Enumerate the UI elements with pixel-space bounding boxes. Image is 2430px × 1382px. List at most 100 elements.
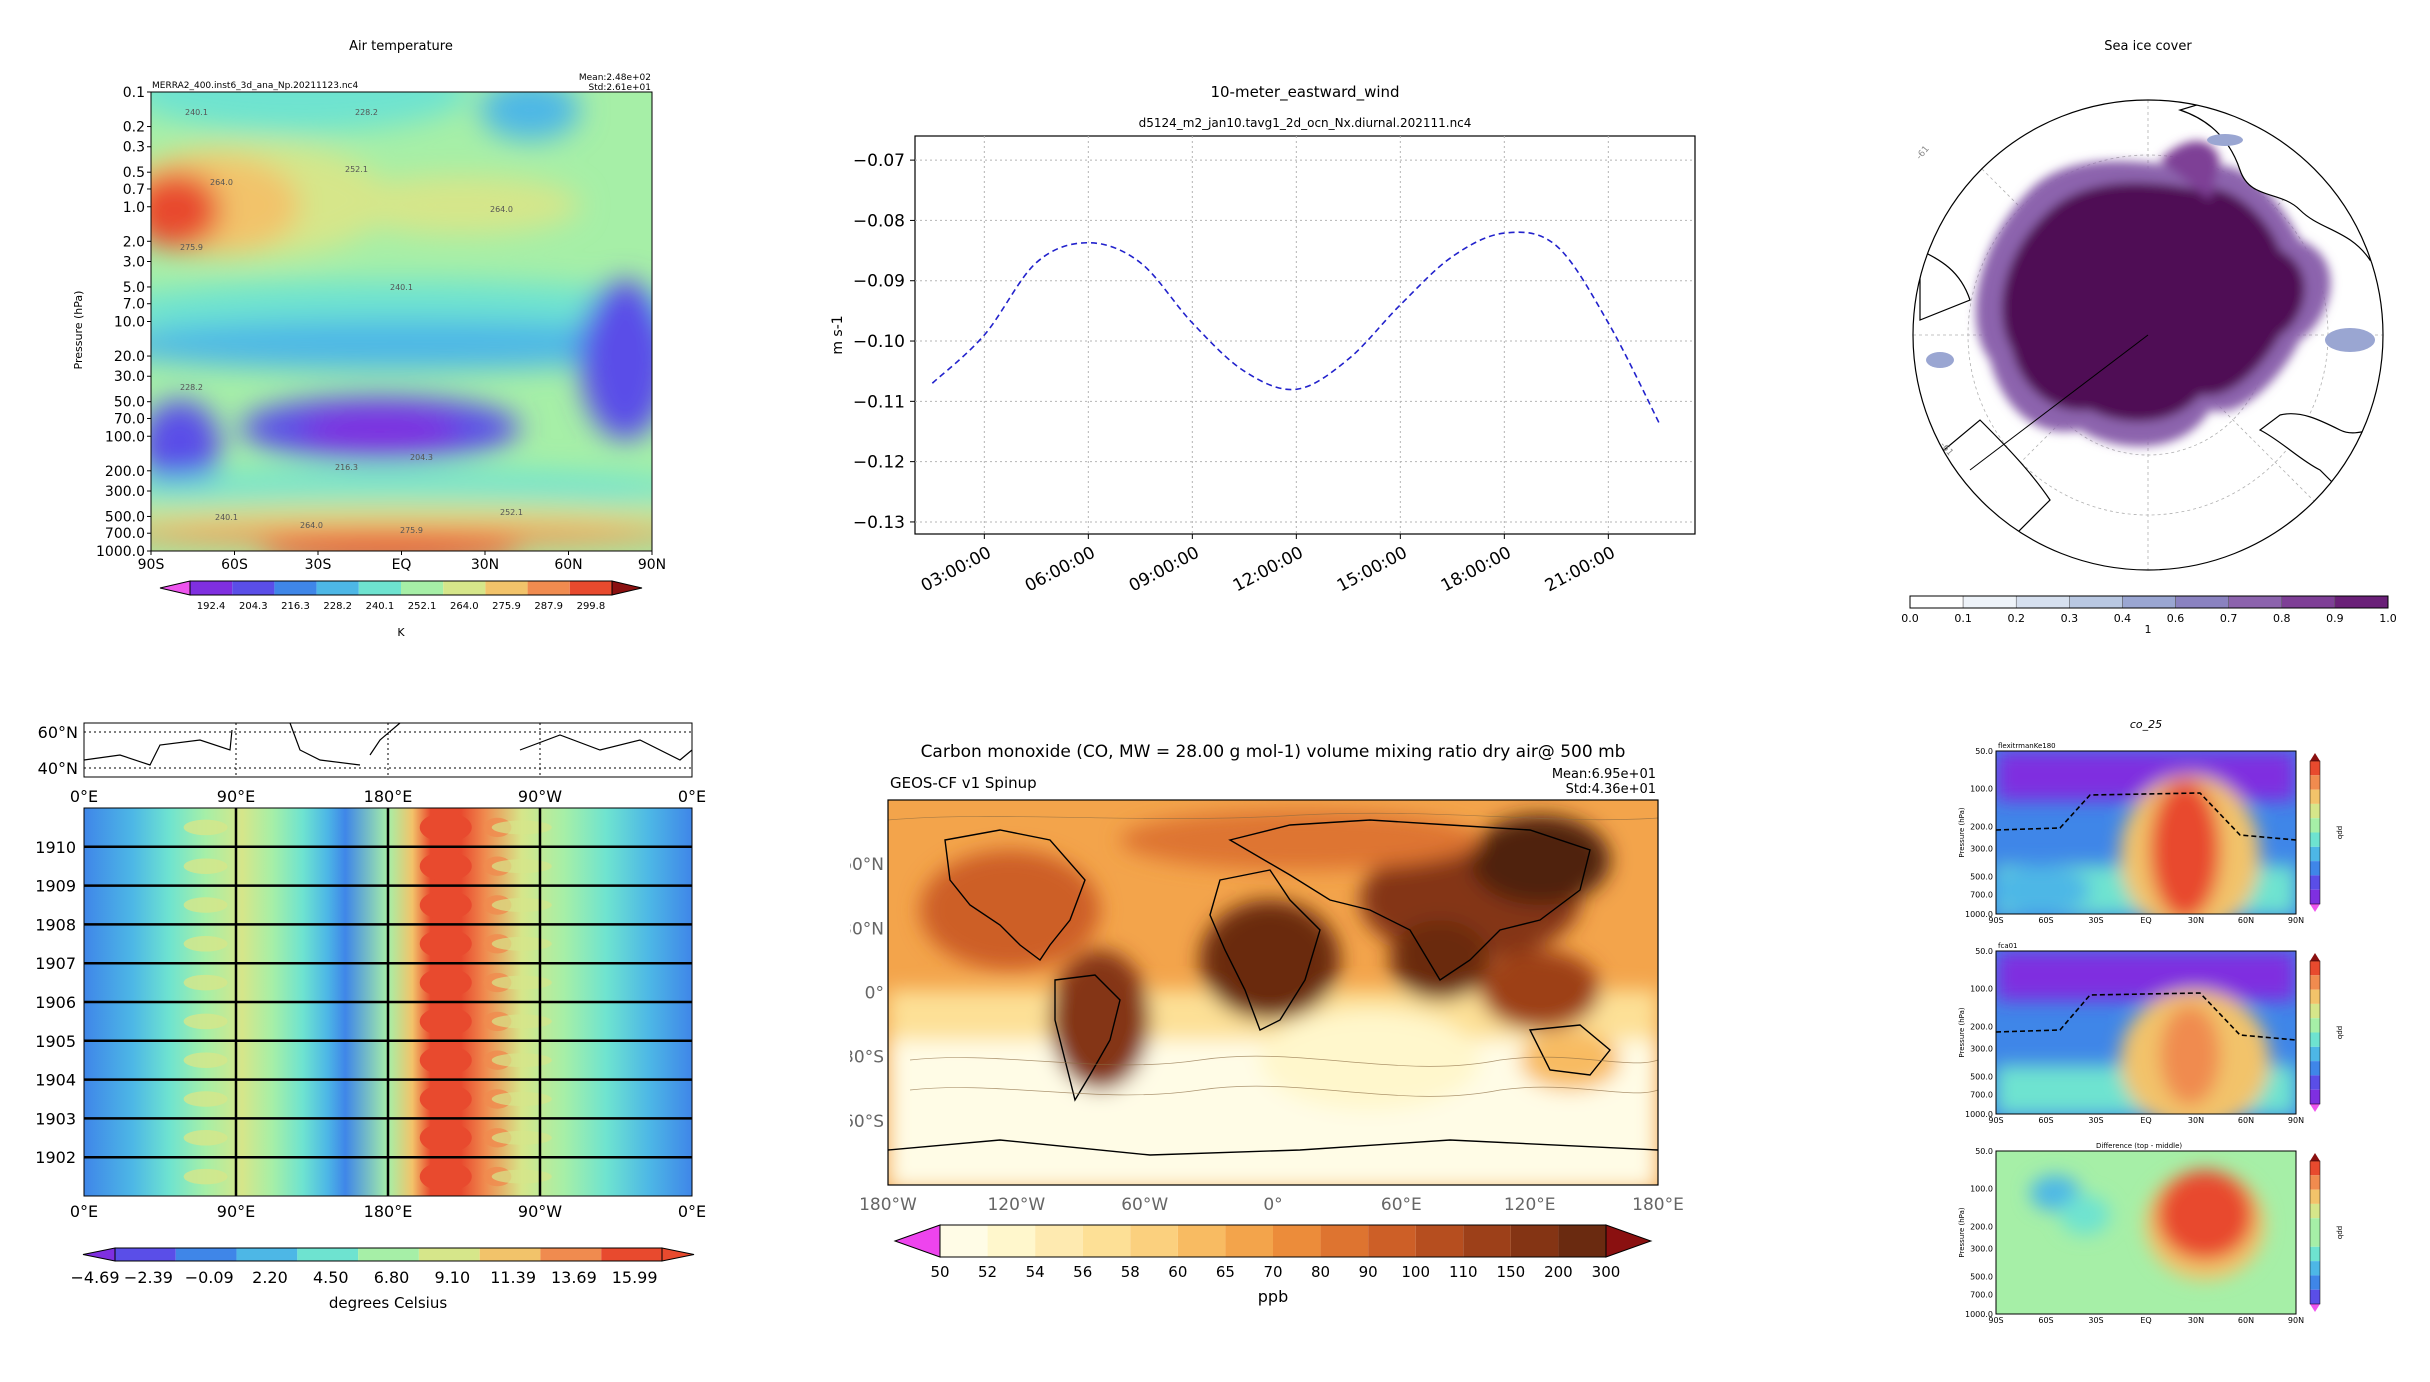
- co25-x-tick-label: 90S: [1988, 1116, 2003, 1125]
- air-temperature-y-tick-label: 0.1: [123, 85, 145, 101]
- co25-x-tick-label: 30N: [2188, 1316, 2204, 1325]
- wind-ylabel: m s-1: [830, 315, 846, 354]
- air-temperature-x-tick-label: EQ: [392, 557, 412, 573]
- hovmoller-lon-label-bottom: 90°W: [518, 1202, 562, 1221]
- co25-y-tick-label: 700.0: [1970, 891, 1993, 900]
- co-map-cbar-tick-label: 100: [1401, 1263, 1430, 1281]
- co-map-std: Std:4.36e+01: [1566, 782, 1656, 797]
- hovmoller-warm-band: [419, 1123, 472, 1153]
- co-map-lon-label: 120°W: [987, 1195, 1045, 1215]
- sea-ice-chart: Sea ice cover -61 -61 0.0 0.1 0.2 0.3 0.4 0.6…: [1901, 39, 2397, 636]
- hovmoller-warm-band: [419, 890, 472, 920]
- hovmoller-warm-band: [419, 1006, 472, 1037]
- co25-y-tick-label: 50.0: [1975, 1147, 1993, 1156]
- hovmoller-colorbar: −4.69 −2.39 −0.09 2.20 4.50 6.80 9.10 11.39 13.6…: [70, 1247, 695, 1287]
- co25-y-tick-label: 700.0: [1970, 1091, 1993, 1100]
- sea-ice-cbar-swatch: [1909, 595, 1964, 609]
- sea-ice-cbar-swatch: [1962, 595, 2017, 609]
- co25-cbar-swatch: [2310, 1032, 2320, 1047]
- air-temperature-contour-label: 240.1: [215, 513, 238, 522]
- co25-cbar-swatch: [2310, 1161, 2320, 1176]
- sea-ice-map: [1913, 100, 2383, 570]
- air-temperature-y-tick-label: 20.0: [114, 349, 145, 365]
- air-temperature-cbar-tick-label: 275.9: [492, 601, 521, 612]
- hovmoller-lon-label-top: 0°E: [70, 787, 98, 806]
- co-map-lat-label: 30°N: [850, 919, 884, 939]
- air-temperature-y-tick-label: 2.0: [123, 234, 145, 250]
- co25-x-tick-label: 30N: [2188, 916, 2204, 925]
- co25-cbar-swatch: [2310, 846, 2320, 862]
- sea-ice-cbar-tick-label: 0.0: [1901, 612, 1919, 625]
- wind-grid: [915, 136, 1695, 534]
- air-temperature-cbar-swatch: [443, 581, 486, 595]
- co25-cbar-swatch: [2310, 975, 2320, 990]
- co25-x-tick-label: 90N: [2288, 916, 2304, 925]
- co25-cbar-swatch: [2310, 1089, 2320, 1104]
- air-temperature-y-tick-label: 5.0: [123, 280, 145, 296]
- co-map-cbar-swatch: [1035, 1225, 1083, 1257]
- co25-panel-title: flexitrmanKe180: [1998, 742, 2056, 750]
- co-map-cbar-swatch: [940, 1225, 988, 1257]
- co25-y-tick-label: 200.0: [1970, 1022, 1993, 1031]
- co25-x-tick-label: 30S: [2088, 1316, 2103, 1325]
- air-temperature-y-tick-label: 0.7: [123, 182, 145, 198]
- hovmoller-warm-band: [419, 1045, 472, 1075]
- air-temperature-contour-labels: 240.1 228.2 252.1 264.0 264.0 275.9 240.1 228.2…: [180, 108, 523, 535]
- air-temperature-contour-label: 275.9: [400, 526, 423, 535]
- air-temperature-contour-label: 264.0: [490, 205, 513, 214]
- hovmoller-cbar-extend-high: [661, 1247, 695, 1262]
- wind-y-tick-label: −0.07: [853, 151, 905, 171]
- co-map-cbar-swatch: [1130, 1225, 1178, 1257]
- co25-y-tick-label: 50.0: [1975, 947, 1993, 956]
- co-map-cbar-swatch: [1368, 1225, 1416, 1257]
- hovmoller-cbar-swatch: [601, 1248, 662, 1261]
- hovmoller-lon-ticks-top: 0°E 90°E 180°E 90°W 0°E: [70, 787, 706, 806]
- air-temperature-x-tick-label: 60N: [554, 557, 582, 573]
- wind-x-tick-label: 18:00:00: [1438, 543, 1515, 597]
- hovmoller-cbar-tick-label: 2.20: [252, 1268, 288, 1287]
- co-map-lon-label: 0°: [1263, 1195, 1282, 1215]
- co25-cbar-swatch: [2310, 961, 2320, 976]
- co25-top-field: [1996, 751, 2296, 914]
- air-temperature-y-tick-label: 700.0: [105, 526, 145, 542]
- co-map-cbar-tick-label: 60: [1168, 1263, 1187, 1281]
- hovmoller-cbar-tick-label: 15.99: [612, 1268, 658, 1287]
- co25-cbar-label: ppb: [2336, 1226, 2344, 1240]
- co-map-cbar-swatch: [1082, 1225, 1131, 1257]
- hovmoller-cbar-tick-label: −2.39: [124, 1268, 173, 1287]
- hovmoller-cbar-tick-label: −4.69: [70, 1268, 119, 1287]
- sea-ice-cbar-tick-label: 0.4: [2114, 612, 2132, 625]
- co25-cbar-swatch: [2310, 803, 2320, 819]
- air-temperature-y-tick-label: 1000.0: [96, 544, 145, 560]
- hovmoller-cbar-tick-label: 11.39: [490, 1268, 536, 1287]
- co25-cbar-swatch: [2310, 1003, 2320, 1019]
- co25-y-tick-label: 100.0: [1970, 1185, 1993, 1194]
- hovmoller-warm-band: [419, 967, 472, 998]
- co-map-cbar-tick-label: 300: [1592, 1263, 1621, 1281]
- sea-ice-cbar-tick-label: 0.6: [2167, 612, 2185, 625]
- air-temperature-cbar-tick-label: 192.4: [197, 601, 226, 612]
- co-map-lat-label: 60°S: [850, 1112, 884, 1132]
- hovmoller-cbar-swatch: [479, 1248, 541, 1261]
- co25-cbar-swatch: [2310, 789, 2320, 804]
- air-temperature-field: [151, 92, 652, 551]
- sea-ice-title: Sea ice cover: [2104, 39, 2192, 54]
- air-temperature-cbar-swatch: [232, 581, 275, 595]
- air-temperature-cbar-swatch: [401, 581, 444, 595]
- air-temperature-y-tick-label: 300.0: [105, 484, 145, 500]
- co25-middle-field: [1996, 951, 2296, 1114]
- hovmoller-cbar-tick-label: 4.50: [313, 1268, 349, 1287]
- co-map-cbar-tick-label: 150: [1497, 1263, 1526, 1281]
- co25-x-tick-label: 90S: [1988, 1316, 2003, 1325]
- air-temperature-y-tick-label: 0.3: [123, 140, 145, 156]
- co25-cbar-swatch: [2310, 1218, 2320, 1233]
- hovmoller-cbar-swatch: [115, 1248, 176, 1261]
- air-temperature-cbar-tick-label: 264.0: [450, 601, 479, 612]
- co-map-mean: Mean:6.95e+01: [1552, 767, 1656, 782]
- co-map-lat-label: 30°S: [850, 1048, 884, 1068]
- co-map-lon-ticks: 180°W 120°W 60°W 0° 60°E 120°E 180°E: [859, 1195, 1684, 1215]
- co25-x-tick-label: EQ: [2140, 916, 2151, 925]
- wind-x-tick-label: 09:00:00: [1126, 543, 1203, 597]
- sea-ice-cbar-tick-label: 0.8: [2273, 612, 2291, 625]
